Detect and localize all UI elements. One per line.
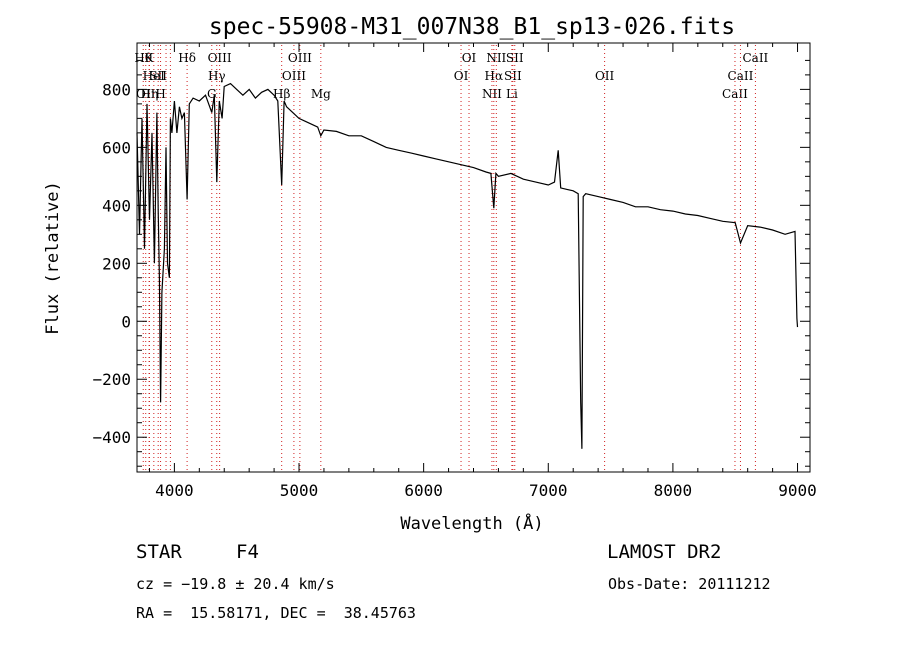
x-tick-label-0: 4000 <box>155 481 194 500</box>
line-label-21: NII <box>486 51 506 65</box>
line-label-28: CaII <box>742 51 768 65</box>
line-label-11: Hγ <box>208 69 226 83</box>
object-class: STAR <box>136 541 182 563</box>
coordinates: RA = 15.58171, DEC = 38.45763 <box>136 604 416 622</box>
x-axis: 4000 5000 6000 7000 8000 9000 <box>148 43 817 500</box>
line-label-27: CaII <box>728 69 754 83</box>
line-label-24: SII <box>506 51 524 65</box>
line-marks: HθOIIKHηHeISIIHHδGHγOIIIHβOIIIOIIIMgOIOI… <box>134 45 769 472</box>
line-label-16: Mg <box>311 87 331 101</box>
plot-frame <box>136 42 811 473</box>
x-tick-label-3: 7000 <box>529 481 568 500</box>
x-tick-label-5: 9000 <box>778 481 817 500</box>
line-label-22: Li <box>506 87 518 101</box>
line-label-18: OI <box>462 51 477 65</box>
x-tick-label-2: 6000 <box>404 481 443 500</box>
y-tick-label-2: 0 <box>121 312 131 331</box>
x-tick-label-4: 8000 <box>654 481 693 500</box>
line-label-5: SII <box>149 69 167 83</box>
line-label-1: OII <box>136 87 156 101</box>
line-label-26: CaII <box>722 87 748 101</box>
observation-date: Obs-Date: 20111212 <box>608 575 771 593</box>
line-label-13: Hβ <box>273 87 290 101</box>
line-label-10: G <box>207 87 217 101</box>
x-axis-label: Wavelength (Å) <box>400 512 543 534</box>
line-label-20: Hα <box>485 69 504 83</box>
y-tick-label-4: 400 <box>102 196 131 215</box>
y-tick-label-0: −400 <box>92 428 131 447</box>
chart-title: spec-55908-M31_007N38_B1_sp13-026.fits <box>209 14 735 40</box>
line-label-14: OIII <box>282 69 306 83</box>
y-tick-label-3: 200 <box>102 254 131 273</box>
series-layer <box>136 82 799 449</box>
redshift-readout: cz = −19.8 ± 20.4 km/s <box>136 575 335 593</box>
line-label-0: Hθ <box>134 51 152 65</box>
line-label-9: Hδ <box>178 51 196 65</box>
y-axis: −400 −200 0 200 400 600 800 <box>92 59 810 467</box>
subclass: F4 <box>236 541 259 563</box>
line-label-25: OII <box>595 69 615 83</box>
line-label-23: SII <box>504 69 522 83</box>
line-label-15: OIII <box>288 51 312 65</box>
survey-name: LAMOST DR2 <box>607 541 722 563</box>
line-label-17: OI <box>454 69 469 83</box>
x-tick-label-1: 5000 <box>280 481 319 500</box>
spectrum-series-0 <box>136 82 799 449</box>
y-axis-label: Flux (relative) <box>43 181 63 335</box>
line-label-4: HeI <box>143 69 166 83</box>
y-tick-label-6: 800 <box>102 80 131 99</box>
line-label-12: OIII <box>208 51 232 65</box>
y-tick-label-5: 600 <box>102 138 131 157</box>
y-tick-label-1: −200 <box>92 370 131 389</box>
line-label-6: H <box>155 87 165 101</box>
line-label-19: NII <box>482 87 502 101</box>
